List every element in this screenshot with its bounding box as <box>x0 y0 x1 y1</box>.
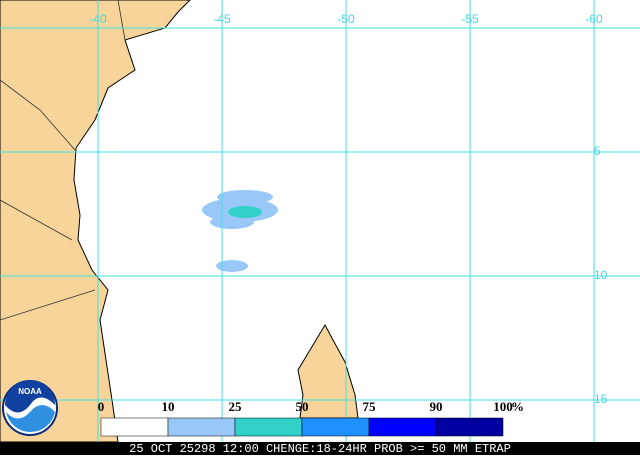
footer-text: 25 OCT 25298 12:00 CHENGE:18-24HR PROB >… <box>129 442 511 455</box>
legend-label: 25 <box>229 399 243 414</box>
legend-swatch <box>301 417 370 437</box>
precip-areas <box>202 190 278 272</box>
lon-label: -60 <box>585 12 603 26</box>
lon-label: -40 <box>89 12 107 26</box>
legend-label: 100 <box>493 399 513 414</box>
lon-label: -50 <box>337 12 355 26</box>
legend-label: 75 <box>363 399 377 414</box>
legend-swatch <box>100 417 169 437</box>
lon-label: -45 <box>213 12 231 26</box>
legend-unit: % <box>511 399 524 414</box>
legend-label: 0 <box>98 399 105 414</box>
legend-swatch <box>167 417 236 437</box>
graticule <box>0 0 640 442</box>
legend: 0 10 25 50 75 90 100% <box>98 399 524 437</box>
legend-swatch <box>234 417 303 437</box>
footer-bar <box>0 442 640 455</box>
africa <box>0 0 191 443</box>
svg-text:NOAA: NOAA <box>18 387 42 396</box>
legend-swatch <box>435 417 504 437</box>
borders <box>0 0 126 321</box>
lat-label: -10 <box>590 268 608 282</box>
legend-label: 10 <box>162 399 175 414</box>
legend-swatch <box>368 417 437 437</box>
lon-label: -55 <box>461 12 479 26</box>
lat-label: -15 <box>590 392 608 406</box>
lat-label: -5 <box>590 144 601 158</box>
legend-label: 90 <box>430 399 443 414</box>
legend-label: 50 <box>296 399 309 414</box>
noaa-logo: NOAA <box>2 380 58 436</box>
graticule-labels: -40 -45 -50 -55 -60 -5 -10 -15 <box>89 12 607 406</box>
